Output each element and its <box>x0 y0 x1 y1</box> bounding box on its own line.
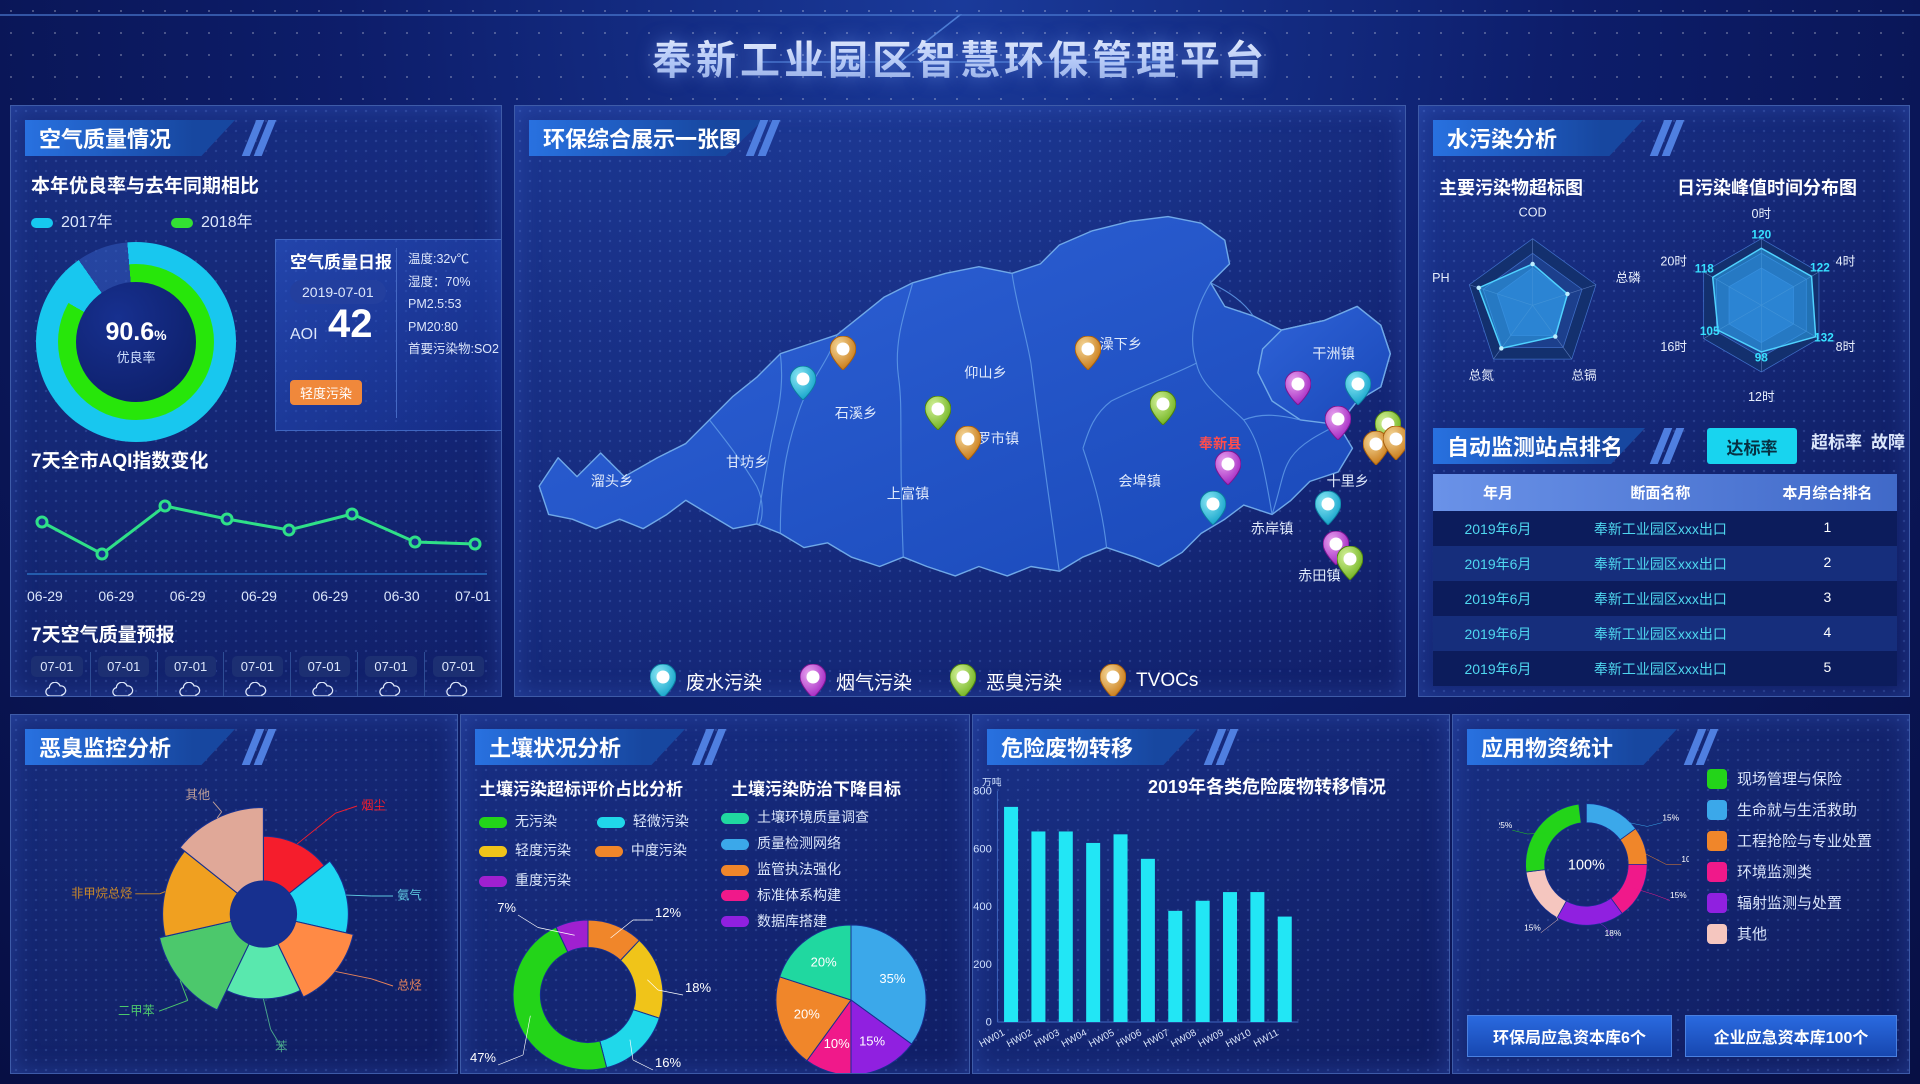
svg-text:其他: 其他 <box>186 788 210 802</box>
svg-text:总烃: 总烃 <box>397 979 421 993</box>
svg-text:118: 118 <box>1695 261 1715 275</box>
svg-text:HW01: HW01 <box>978 1028 1007 1050</box>
svg-text:总镉: 总镉 <box>1571 368 1596 383</box>
svg-text:47%: 47% <box>470 1050 496 1065</box>
svg-text:105: 105 <box>1700 324 1720 338</box>
svg-text:15%: 15% <box>859 1033 885 1048</box>
svg-text:0: 0 <box>986 1017 992 1029</box>
svg-text:HW02: HW02 <box>1005 1028 1034 1050</box>
svg-text:HW03: HW03 <box>1032 1027 1062 1050</box>
svg-text:25%: 25% <box>1499 820 1513 830</box>
svg-text:200: 200 <box>973 959 992 971</box>
svg-text:HW05: HW05 <box>1087 1027 1117 1050</box>
svg-text:万吨: 万吨 <box>982 777 1002 788</box>
svg-text:非甲烷总烃: 非甲烷总烃 <box>71 886 132 900</box>
svg-text:15%: 15% <box>1662 812 1679 822</box>
svg-text:HW06: HW06 <box>1114 1027 1144 1050</box>
svg-text:16%: 16% <box>655 1055 681 1070</box>
svg-text:20%: 20% <box>811 954 837 969</box>
svg-text:HW11: HW11 <box>1252 1028 1281 1050</box>
svg-text:10%: 10% <box>824 1036 850 1051</box>
svg-text:PH: PH <box>1432 271 1449 285</box>
svg-text:HW10: HW10 <box>1224 1027 1254 1050</box>
svg-text:7%: 7% <box>497 900 516 915</box>
svg-text:20时: 20时 <box>1660 254 1687 268</box>
svg-text:0时: 0时 <box>1752 207 1772 221</box>
svg-text:400: 400 <box>973 901 992 913</box>
svg-text:100%: 100% <box>1568 858 1605 874</box>
svg-text:16时: 16时 <box>1660 340 1687 354</box>
svg-text:15%: 15% <box>1670 890 1687 900</box>
svg-text:20%: 20% <box>794 1006 820 1021</box>
svg-text:HW07: HW07 <box>1142 1028 1171 1050</box>
svg-text:HW04: HW04 <box>1060 1027 1090 1050</box>
svg-text:12时: 12时 <box>1748 390 1775 404</box>
svg-text:18%: 18% <box>1605 928 1622 938</box>
svg-text:HW09: HW09 <box>1197 1028 1226 1050</box>
svg-text:18%: 18% <box>685 980 711 995</box>
svg-text:122: 122 <box>1810 260 1830 274</box>
svg-text:烟尘: 烟尘 <box>361 799 385 813</box>
svg-text:132: 132 <box>1814 330 1834 344</box>
svg-text:10%: 10% <box>1681 854 1689 864</box>
svg-text:98: 98 <box>1755 351 1769 365</box>
svg-text:15%: 15% <box>1524 923 1541 933</box>
svg-text:总磷: 总磷 <box>1616 271 1642 285</box>
svg-text:4时: 4时 <box>1836 254 1856 268</box>
svg-text:二甲苯: 二甲苯 <box>118 1004 155 1018</box>
svg-text:苯: 苯 <box>275 1040 287 1054</box>
svg-text:COD: COD <box>1519 206 1547 220</box>
svg-text:120: 120 <box>1751 228 1771 242</box>
svg-text:35%: 35% <box>879 971 905 986</box>
svg-text:12%: 12% <box>655 905 681 920</box>
svg-text:总氮: 总氮 <box>1469 369 1495 383</box>
svg-text:HW08: HW08 <box>1169 1027 1199 1050</box>
svg-text:8时: 8时 <box>1836 340 1856 354</box>
svg-text:氨气: 氨气 <box>397 888 421 903</box>
svg-text:600: 600 <box>973 843 992 855</box>
